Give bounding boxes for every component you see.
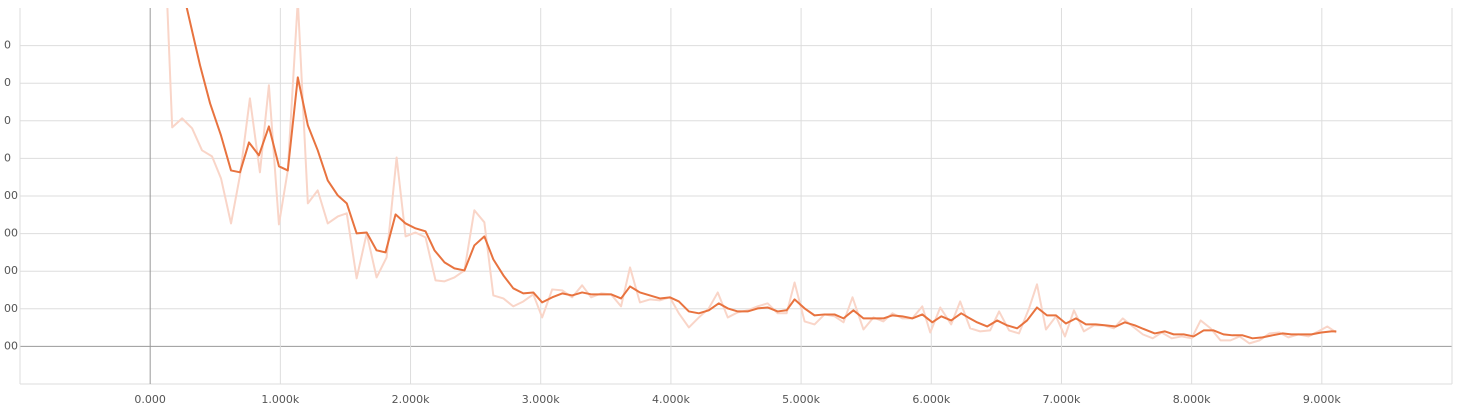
x-tick-label: 5.000k — [782, 393, 820, 406]
x-tick-label: 6.000k — [912, 393, 950, 406]
x-tick-label: 7.000k — [1043, 393, 1081, 406]
x-tick-label: 9.000k — [1303, 393, 1341, 406]
x-tick-label: 0.000 — [134, 393, 166, 406]
line-series — [166, 8, 1337, 345]
y-tick-label: 00 — [4, 339, 18, 352]
x-tick-label: 8.000k — [1173, 393, 1211, 406]
y-tick-label: 0 — [4, 114, 11, 127]
x-tick-label: 2.000k — [392, 393, 430, 406]
y-tick-label: 00 — [4, 302, 18, 315]
y-tick-label: 0 — [4, 76, 11, 89]
plot-area — [166, 8, 1337, 345]
y-tick-label: 0 — [4, 39, 11, 52]
y-tick-label: 00 — [4, 227, 18, 240]
y-tick-label: 0 — [4, 151, 11, 164]
x-tick-label: 1.000k — [261, 393, 299, 406]
y-tick-label: 00 — [4, 189, 18, 202]
line-series — [185, 8, 1337, 340]
x-tick-label: 3.000k — [522, 393, 560, 406]
y-tick-label: 00 — [4, 264, 18, 277]
x-tick-label: 4.000k — [652, 393, 690, 406]
